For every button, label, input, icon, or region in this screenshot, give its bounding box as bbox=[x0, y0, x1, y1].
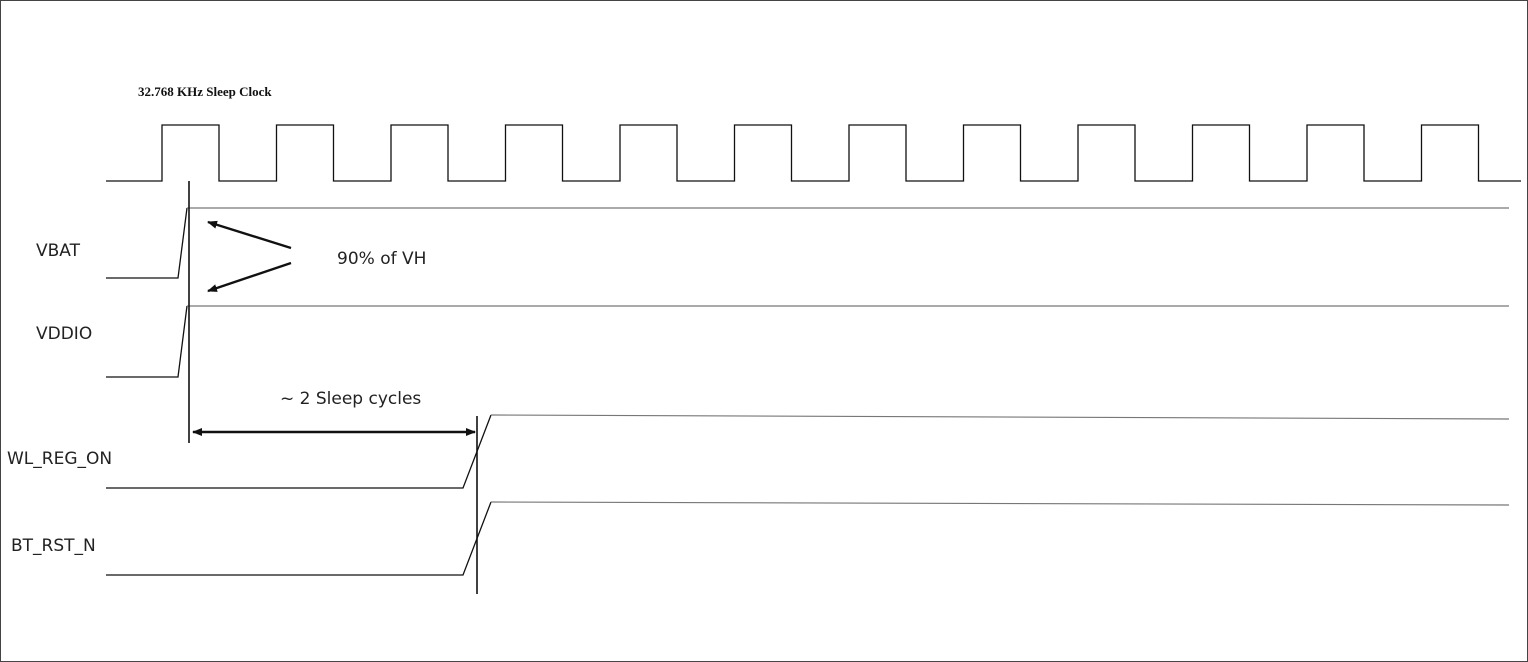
wl-reg-on-high-level bbox=[490, 414, 1510, 420]
vddio-rise-waveform bbox=[106, 305, 188, 378]
delay-annotation: ~ 2 Sleep cycles bbox=[280, 389, 421, 409]
wl-reg-on-label: WL_REG_ON bbox=[7, 449, 112, 469]
wl-reg-on-rise-waveform bbox=[106, 414, 492, 489]
bt-rst-n-label: BT_RST_N bbox=[11, 536, 96, 556]
vddio-label: VDDIO bbox=[36, 324, 92, 344]
threshold-arrow-vbat bbox=[207, 220, 292, 250]
vbat-rise-waveform bbox=[106, 207, 188, 279]
threshold-arrow-vddio bbox=[207, 261, 292, 293]
bt-rst-n-rise-waveform bbox=[106, 501, 492, 576]
vbat-label: VBAT bbox=[36, 241, 81, 261]
threshold-annotation: 90% of VH bbox=[337, 249, 426, 269]
bt-rst-n-high-level bbox=[490, 501, 1510, 506]
sleep-clock-waveform bbox=[106, 124, 1521, 182]
clock-title: 32.768 KHz Sleep Clock bbox=[138, 84, 272, 99]
